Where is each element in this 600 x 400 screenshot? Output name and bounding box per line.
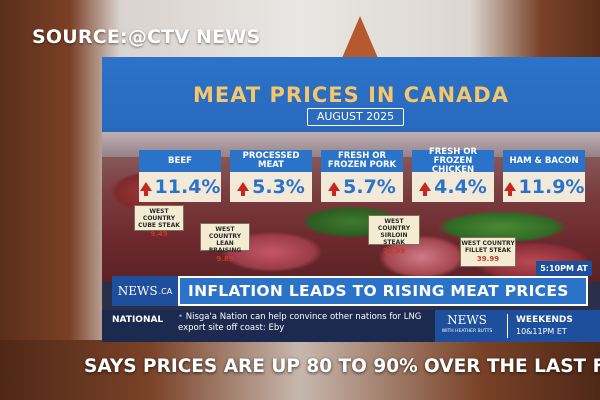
ctv-news-logo: NEWS .CA bbox=[112, 276, 178, 306]
price-tag-price: 9.49 bbox=[150, 230, 168, 238]
card-value: 5.7% bbox=[343, 176, 396, 198]
promo-schedule: WEEKENDS 10&11PM ET bbox=[516, 315, 573, 337]
promo-divider bbox=[507, 314, 508, 338]
card-value-row: 5.3% bbox=[230, 172, 312, 202]
source-caption: SOURCE:@CTV NEWS bbox=[32, 26, 261, 48]
graphic-date: AUGUST 2025 bbox=[307, 108, 404, 126]
bullet-icon: • bbox=[178, 312, 186, 322]
price-tag: WEST COUNTRY SIRLOIN STEAK 26.99 bbox=[368, 215, 420, 255]
up-arrow-icon bbox=[419, 181, 432, 196]
promo-line2: 10&11PM ET bbox=[516, 327, 567, 336]
price-tag: WEST COUNTRY LEAN BRAISING 9.89 bbox=[200, 223, 250, 263]
price-tag-name: WEST COUNTRY FILLET STEAK bbox=[461, 240, 515, 254]
card-value: 5.3% bbox=[252, 176, 305, 198]
card-value-row: 4.4% bbox=[412, 172, 494, 202]
card-value: 4.4% bbox=[434, 176, 487, 198]
card-value: 11.9% bbox=[518, 176, 585, 198]
price-tag: WEST COUNTRY FILLET STEAK 39.99 bbox=[460, 237, 516, 267]
price-tag-name: WEST COUNTRY LEAN BRAISING bbox=[208, 226, 242, 254]
ticker-headline: Nisga'a Nation can help convince other n… bbox=[178, 312, 422, 333]
card-value-row: 11.4% bbox=[139, 172, 221, 202]
logo-suffix: .CA bbox=[158, 286, 173, 296]
stat-card-pork: FRESH OR FROZEN PORK 5.7% bbox=[321, 150, 403, 202]
up-arrow-icon bbox=[237, 181, 250, 196]
promo-logo-text: NEWS bbox=[447, 313, 487, 327]
promo-line1: WEEKENDS bbox=[516, 315, 573, 325]
card-value-row: 5.7% bbox=[321, 172, 403, 202]
subtitle-caption: SAYS PRICES ARE UP 80 TO 90% OVER THE LA… bbox=[84, 356, 600, 377]
up-arrow-icon bbox=[503, 181, 516, 196]
show-promo: NEWS WITH HEATHER BUTTS WEEKENDS 10&11PM… bbox=[435, 310, 600, 342]
price-tag-price: 26.99 bbox=[382, 247, 406, 255]
price-tag-name: WEST COUNTRY CUBE STEAK bbox=[138, 208, 180, 229]
logo-text: NEWS bbox=[117, 284, 158, 298]
stat-card-ham-bacon: HAM & BACON 11.9% bbox=[503, 150, 585, 202]
price-tag-price: 39.99 bbox=[476, 255, 500, 263]
card-label: FRESH OR FROZEN PORK bbox=[321, 150, 403, 172]
background-bottom bbox=[0, 340, 600, 400]
price-tag: WEST COUNTRY CUBE STEAK 9.49 bbox=[134, 205, 184, 238]
stat-card-processed-meat: PROCESSED MEAT 5.3% bbox=[230, 150, 312, 202]
card-label: BEEF bbox=[139, 150, 221, 172]
up-arrow-icon bbox=[139, 181, 152, 196]
headline: INFLATION LEADS TO RISING MEAT PRICES bbox=[178, 276, 588, 306]
card-label: FRESH OR FROZEN CHICKEN bbox=[412, 147, 494, 174]
promo-logo-sub: WITH HEATHER BUTTS bbox=[441, 329, 493, 334]
ticker-category: NATIONAL bbox=[112, 315, 164, 325]
card-label: PROCESSED MEAT bbox=[230, 150, 312, 172]
stat-card-beef: BEEF 11.4% bbox=[139, 150, 221, 202]
broadcast-time: 5:10PM AT bbox=[536, 261, 592, 276]
up-arrow-icon bbox=[328, 181, 341, 196]
card-value-row: 11.9% bbox=[503, 172, 585, 202]
stat-card-chicken: FRESH OR FROZEN CHICKEN 4.4% bbox=[412, 147, 494, 202]
graphic-title: MEAT PRICES IN CANADA bbox=[193, 83, 509, 107]
price-tag-name: WEST COUNTRY SIRLOIN STEAK bbox=[377, 218, 411, 246]
ticker-text: • Nisga'a Nation can help convince other… bbox=[178, 312, 428, 334]
price-tag-price: 9.89 bbox=[216, 255, 234, 263]
promo-logo: NEWS WITH HEATHER BUTTS bbox=[435, 310, 499, 342]
card-label: HAM & BACON bbox=[503, 150, 585, 172]
tv-frame: MEAT PRICES IN CANADA AUGUST 2025 WEST C… bbox=[102, 57, 600, 342]
card-value: 11.4% bbox=[154, 176, 221, 198]
